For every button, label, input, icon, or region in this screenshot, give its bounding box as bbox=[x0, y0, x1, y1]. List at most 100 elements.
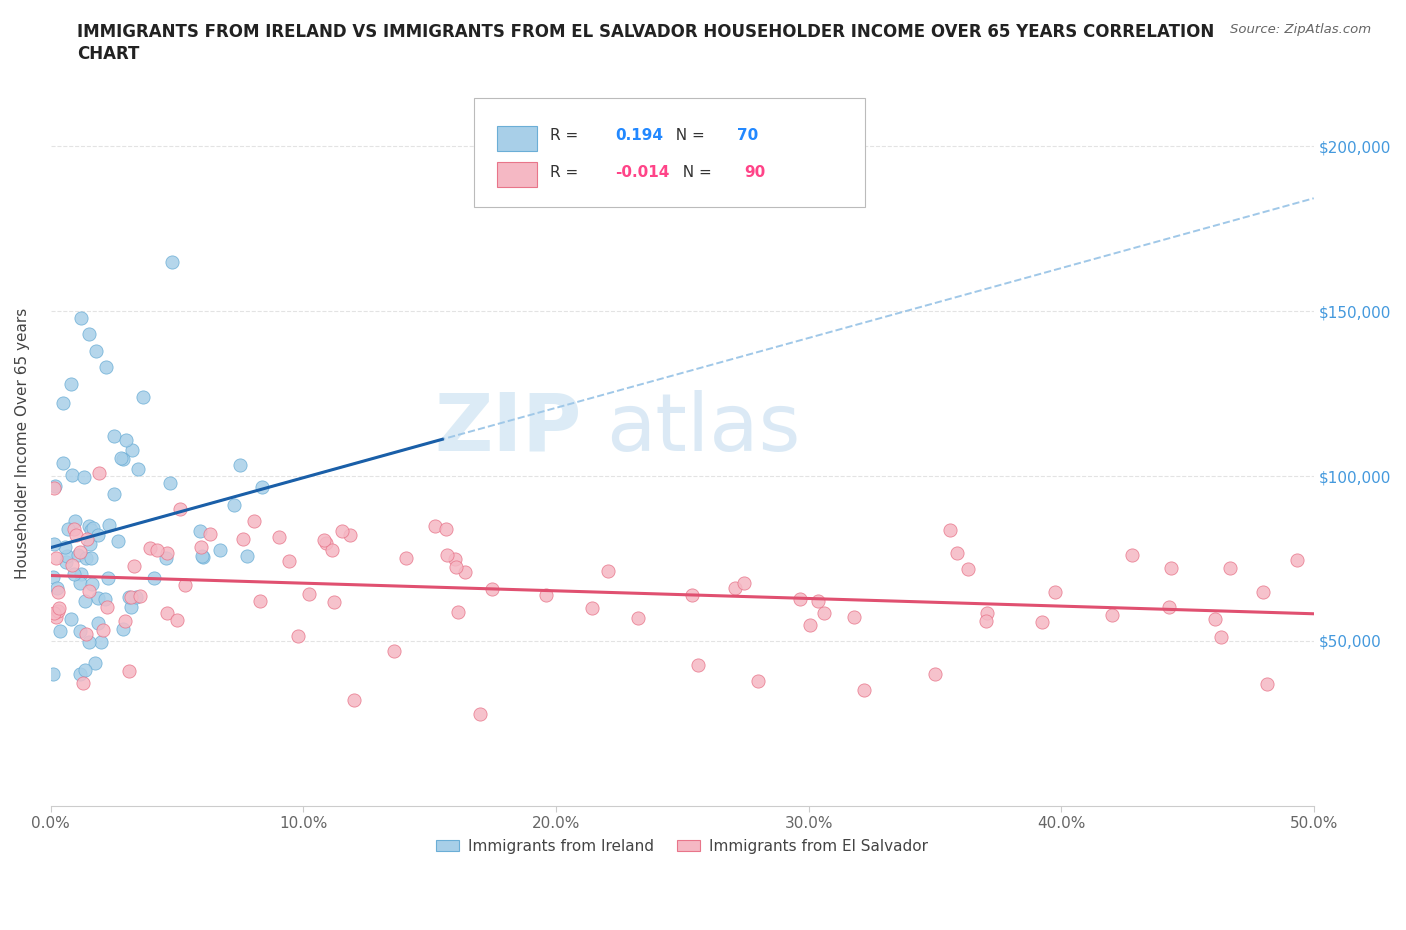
Point bbox=[69, 624, 91, 639]
Point bbox=[90, 634, 112, 649]
Point bbox=[156, 545, 179, 560]
Point bbox=[103, 486, 125, 501]
Point bbox=[321, 543, 343, 558]
Point bbox=[96, 571, 118, 586]
FancyBboxPatch shape bbox=[496, 126, 537, 151]
Point bbox=[1157, 600, 1180, 615]
Point bbox=[69, 576, 91, 591]
Point bbox=[49, 624, 72, 639]
Point bbox=[627, 610, 650, 625]
Point bbox=[434, 522, 457, 537]
Point bbox=[84, 343, 107, 358]
Point bbox=[70, 311, 93, 325]
Point bbox=[436, 548, 458, 563]
Point bbox=[200, 526, 222, 541]
Point bbox=[939, 523, 962, 538]
Point bbox=[80, 551, 103, 565]
Text: R =: R = bbox=[550, 165, 583, 179]
Point bbox=[93, 591, 115, 606]
Point bbox=[115, 432, 138, 447]
Point bbox=[103, 429, 125, 444]
Point bbox=[278, 553, 301, 568]
Point bbox=[63, 513, 86, 528]
Point bbox=[298, 586, 321, 601]
Y-axis label: Householder Income Over 65 years: Householder Income Over 65 years bbox=[15, 308, 30, 578]
Point bbox=[1204, 611, 1226, 626]
Point bbox=[142, 571, 165, 586]
Point bbox=[481, 582, 503, 597]
Point bbox=[70, 566, 93, 581]
Point bbox=[53, 539, 76, 554]
Point bbox=[87, 616, 110, 631]
Point bbox=[56, 522, 79, 537]
Point bbox=[111, 452, 134, 467]
Point bbox=[470, 706, 492, 721]
Point bbox=[69, 545, 91, 560]
Point bbox=[77, 634, 100, 649]
Point bbox=[42, 605, 65, 620]
Point bbox=[65, 527, 87, 542]
Point bbox=[312, 532, 335, 547]
Point bbox=[96, 600, 118, 615]
Point bbox=[249, 593, 271, 608]
Point bbox=[86, 527, 108, 542]
Point bbox=[1160, 561, 1182, 576]
Point bbox=[423, 518, 446, 533]
Point bbox=[976, 605, 998, 620]
Point bbox=[121, 442, 143, 457]
Point bbox=[229, 458, 252, 472]
Point bbox=[191, 549, 214, 564]
Point bbox=[73, 470, 96, 485]
Point bbox=[1043, 584, 1066, 599]
Point bbox=[232, 532, 254, 547]
Point bbox=[267, 530, 290, 545]
Point bbox=[1101, 607, 1123, 622]
Point bbox=[42, 667, 65, 682]
Point bbox=[733, 575, 755, 590]
Point bbox=[76, 531, 98, 546]
Point bbox=[55, 555, 77, 570]
Point bbox=[79, 536, 101, 551]
Point bbox=[60, 612, 83, 627]
Point bbox=[120, 599, 142, 614]
Text: R =: R = bbox=[550, 128, 583, 143]
Point bbox=[60, 377, 83, 392]
Point bbox=[924, 667, 946, 682]
Point bbox=[444, 551, 467, 566]
Point bbox=[118, 664, 141, 679]
Legend: Immigrants from Ireland, Immigrants from El Salvador: Immigrants from Ireland, Immigrants from… bbox=[430, 832, 935, 860]
Point bbox=[44, 478, 66, 493]
Point bbox=[97, 518, 120, 533]
Point bbox=[120, 590, 142, 604]
Text: ZIP: ZIP bbox=[434, 390, 581, 468]
Point bbox=[323, 594, 346, 609]
Point bbox=[976, 614, 998, 629]
Point bbox=[89, 466, 111, 481]
Point bbox=[63, 567, 86, 582]
Text: 0.194: 0.194 bbox=[616, 128, 664, 143]
Point bbox=[166, 613, 188, 628]
Point bbox=[96, 360, 118, 375]
Point bbox=[48, 600, 70, 615]
Point bbox=[44, 537, 66, 551]
Point bbox=[447, 604, 470, 619]
FancyBboxPatch shape bbox=[496, 162, 537, 187]
Point bbox=[60, 557, 83, 572]
Point bbox=[534, 588, 557, 603]
Point bbox=[724, 580, 747, 595]
Point bbox=[91, 623, 114, 638]
Point bbox=[1285, 552, 1308, 567]
Point bbox=[124, 558, 146, 573]
Point bbox=[67, 548, 90, 563]
Point bbox=[128, 589, 150, 604]
Point bbox=[160, 254, 183, 269]
Point bbox=[52, 456, 75, 471]
Point bbox=[1121, 548, 1143, 563]
Point bbox=[382, 644, 405, 658]
Point bbox=[1031, 615, 1053, 630]
Point bbox=[747, 673, 769, 688]
Point bbox=[159, 475, 181, 490]
Point bbox=[79, 523, 101, 538]
Point bbox=[72, 676, 94, 691]
Point bbox=[112, 622, 135, 637]
